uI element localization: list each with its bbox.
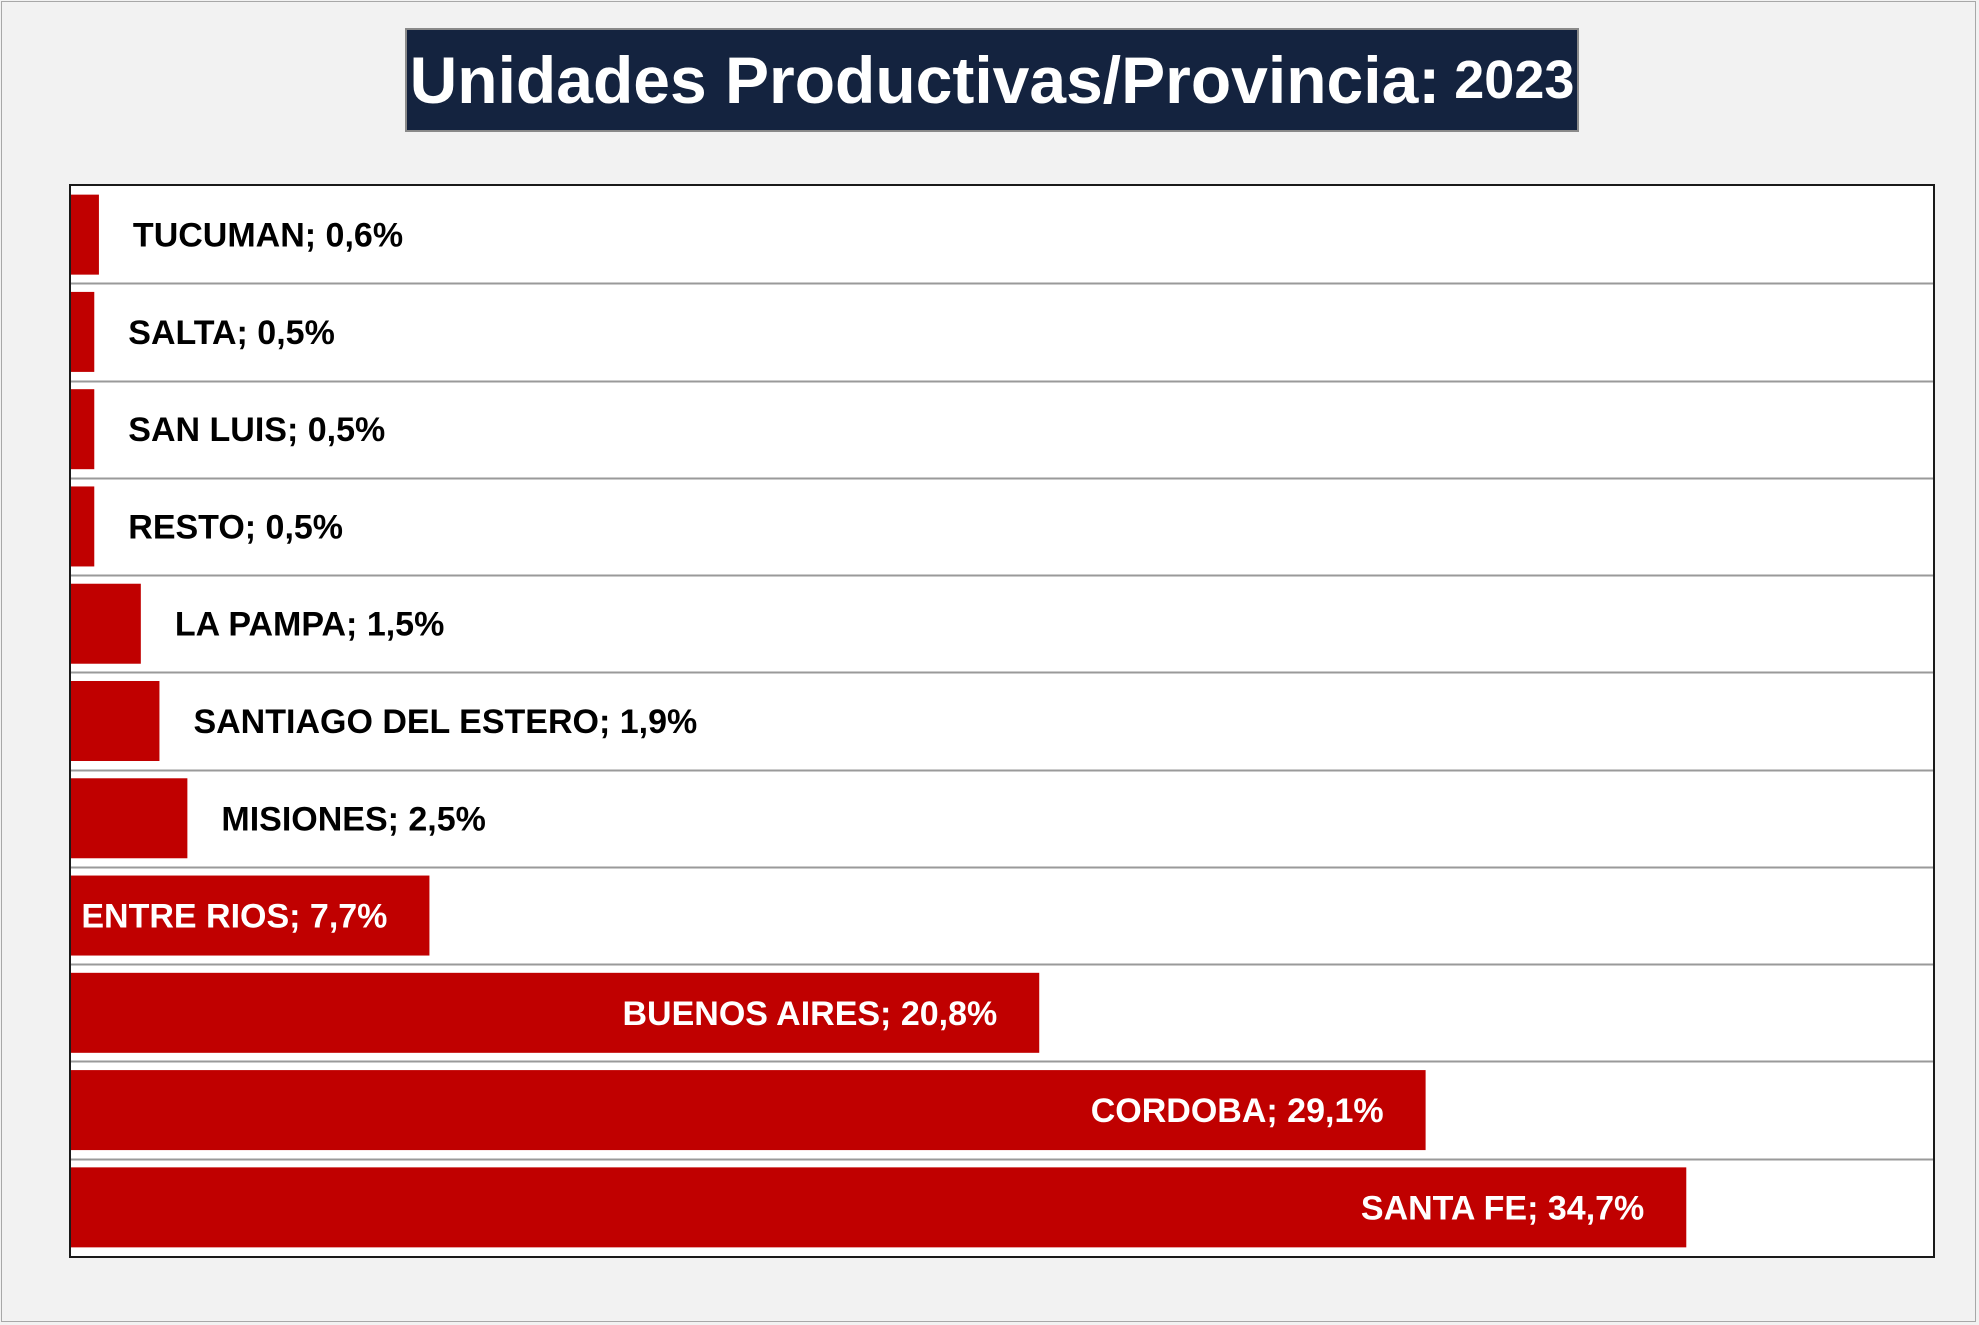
bar-entre-rios [71, 875, 430, 956]
bar-buenos-aires [71, 972, 1040, 1053]
bar-san-luis [71, 389, 95, 470]
bar-misiones [71, 778, 188, 859]
data-label: MISIONES; 2,5% [221, 800, 486, 838]
data-label: SAN LUIS; 0,5% [128, 411, 385, 449]
plot-area: TUCUMAN; 0,6% SALTA; 0,5% SAN LUIS; 0,5% RE… [69, 184, 1935, 1258]
data-label: RESTO; 0,5% [128, 508, 343, 546]
data-label: TUCUMAN; 0,6% [133, 217, 403, 255]
data-label: CORDOBA; 29,1% [1091, 1092, 1384, 1130]
bar-santiago-del-estero [71, 681, 160, 761]
data-label: LA PAMPA; 1,5% [175, 606, 445, 644]
bar-la-pampa [71, 583, 141, 664]
bar-chart: TUCUMAN; 0,6% SALTA; 0,5% SAN LUIS; 0,5% RE… [71, 194, 1933, 1248]
bar-cordoba [71, 1070, 1426, 1151]
chart-title: Unidades Productivas/Provincia: 2023 [405, 28, 1579, 132]
chart-title-main: Unidades Productivas/Provincia: [409, 43, 1441, 117]
chart-title-year: 2023 [1454, 50, 1575, 110]
bar-resto [71, 486, 95, 567]
data-label: SALTA; 0,5% [128, 314, 335, 352]
data-label: ENTRE RIOS; 7,7% [81, 898, 387, 936]
bar-tucuman [71, 194, 99, 275]
data-label: SANTA FE; 34,7% [1361, 1189, 1644, 1227]
data-label: SANTIAGO DEL ESTERO; 1,9% [193, 703, 697, 741]
data-label: BUENOS AIRES; 20,8% [623, 995, 998, 1033]
bar-santa-fe [71, 1167, 1687, 1248]
bar-salta [71, 291, 95, 372]
